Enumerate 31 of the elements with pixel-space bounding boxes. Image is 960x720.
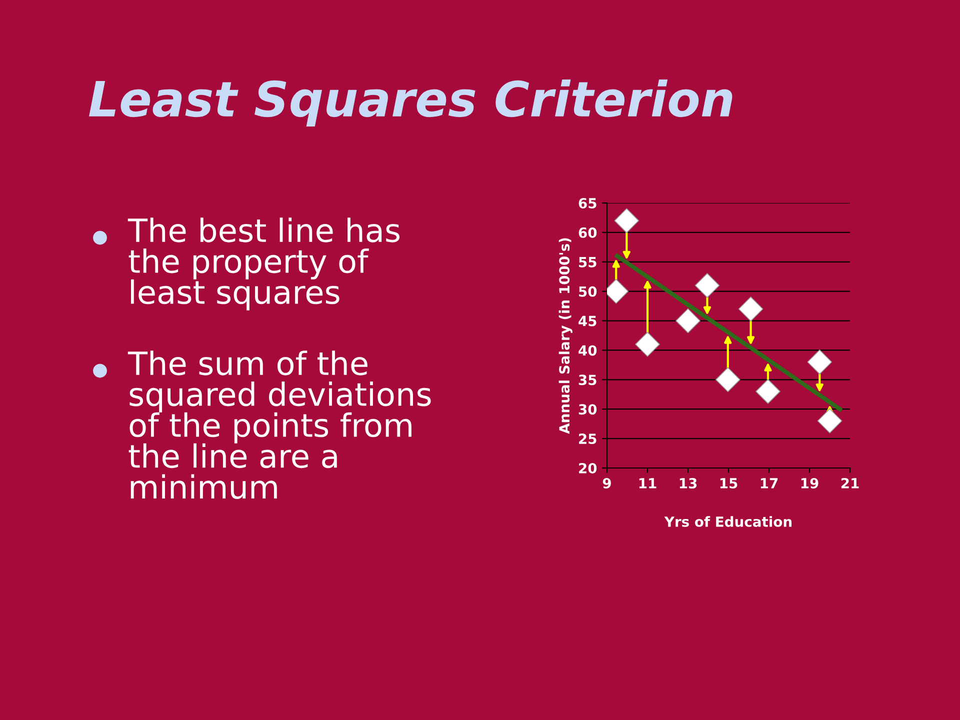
x-tick-label: 11 xyxy=(639,478,656,488)
text: The sum of the squared deviations of the points from the line are a minimum xyxy=(128,350,431,499)
point xyxy=(635,332,660,357)
y-tick-label: 50 xyxy=(579,286,597,297)
x-tick-label: 19 xyxy=(801,478,818,488)
x-tick-label: 15 xyxy=(720,478,738,488)
y-tick-label: 35 xyxy=(578,374,596,386)
point xyxy=(756,378,780,404)
point xyxy=(738,296,764,322)
y-tick-label: 55 xyxy=(579,257,596,268)
text: The best line has the property of least squares xyxy=(128,218,400,310)
point xyxy=(614,208,640,234)
y-tick-label: 30 xyxy=(578,404,597,415)
point xyxy=(817,408,842,434)
point xyxy=(715,367,740,392)
point xyxy=(694,272,720,298)
point xyxy=(676,308,700,334)
y-axis-title: Annual Salary (in 1000's) xyxy=(558,238,572,434)
chart-title: Least Squares Criterion xyxy=(89,79,732,127)
x-tick-label: 13 xyxy=(680,478,697,488)
y-tick-label: 60 xyxy=(578,227,597,238)
y-tick-label: 25 xyxy=(579,434,596,444)
y-tick-label: 20 xyxy=(579,462,597,474)
x-axis-title: Yrs of Education xyxy=(664,516,792,527)
x-tick-label: 17 xyxy=(760,478,778,488)
point xyxy=(807,350,832,374)
y-tick-label: 40 xyxy=(578,345,597,356)
y-tick-label: 45 xyxy=(578,316,596,326)
x-tick-label: 9 xyxy=(602,478,611,488)
y-tick-label: 65 xyxy=(578,198,596,208)
x-tick-label: 21 xyxy=(841,478,859,488)
